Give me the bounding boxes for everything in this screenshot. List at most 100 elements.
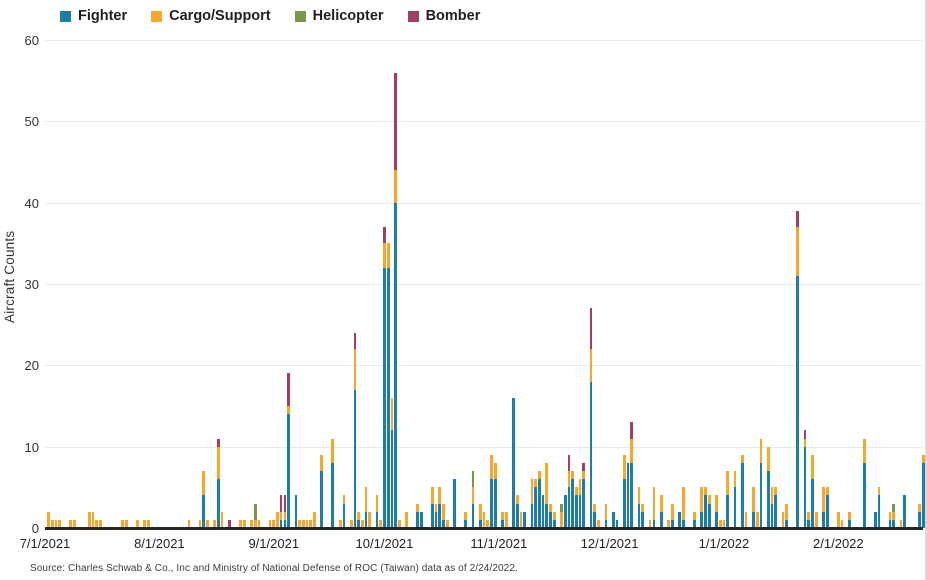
bar-day-192 [752, 487, 755, 528]
legend-label: Fighter [78, 8, 128, 24]
bar-day-116 [471, 471, 475, 528]
gridline-10 [45, 446, 923, 448]
legend-swatch [60, 10, 71, 22]
bar-day-39 [187, 519, 191, 528]
segment-cargo-support [331, 438, 335, 463]
bar-day-114 [464, 511, 467, 528]
segment-fighter [752, 511, 755, 528]
segment-cargo-support [479, 503, 482, 520]
bar-day-138 [552, 511, 556, 528]
bar-day-22 [124, 519, 128, 528]
segment-cargo-support [305, 519, 309, 528]
bar-day-211 [822, 487, 825, 528]
x-tick-label-12-1-2021: 12/1/2021 [580, 536, 639, 551]
segment-cargo-support [589, 349, 593, 382]
bar-day-208 [811, 454, 814, 528]
bar-day-80 [338, 519, 342, 528]
bar-day-161 [637, 487, 641, 528]
segment-cargo-support [279, 511, 283, 520]
y-tick-label-20: 20 [24, 358, 39, 374]
segment-cargo-support [471, 487, 475, 504]
segment-fighter [822, 511, 825, 528]
bar-day-230 [892, 503, 896, 528]
segment-cargo-support [379, 519, 383, 528]
segment-fighter [320, 471, 324, 528]
segment-cargo-support [667, 519, 670, 528]
segment-cargo-support [54, 519, 58, 528]
segment-cargo-support [704, 487, 707, 496]
segment-cargo-support [899, 519, 903, 528]
segment-fighter [604, 519, 608, 528]
bar-day-226 [877, 487, 881, 528]
y-tick-label-30: 30 [24, 277, 39, 292]
segment-cargo-support [445, 519, 449, 528]
segment-cargo-support [918, 503, 921, 512]
segment-fighter [523, 511, 527, 528]
segment-cargo-support [752, 487, 755, 512]
bar-day-119 [482, 511, 486, 528]
legend-item-fighter: Fighter [60, 8, 127, 24]
segment-fighter [364, 511, 368, 528]
bar-day-197 [770, 487, 774, 528]
segment-fighter [357, 519, 360, 528]
segment-cargo-support [504, 511, 508, 528]
bar-day-68 [294, 495, 298, 528]
segment-fighter [530, 503, 534, 528]
bar-day-162 [641, 503, 645, 528]
segment-cargo-support [486, 519, 490, 528]
segment-cargo-support [353, 349, 357, 390]
bar-day-225 [873, 511, 877, 528]
segment-cargo-support [781, 511, 785, 528]
segment-fighter [390, 430, 394, 528]
segment-cargo-support [220, 511, 224, 528]
bar-day-63 [276, 511, 279, 528]
segment-fighter [659, 511, 663, 528]
x-tick-label-2-1-2022: 2/1/2022 [813, 536, 864, 551]
bar-day-62 [272, 519, 276, 528]
bar-day-102 [420, 511, 423, 528]
segment-fighter [342, 503, 346, 528]
segment-cargo-support [198, 519, 202, 528]
segment-cargo-support [187, 519, 191, 528]
bar-day-130 [523, 511, 527, 528]
bar-day-209 [814, 511, 818, 528]
bar-day-150 [597, 519, 600, 528]
segment-fighter [515, 503, 519, 528]
bar-day-155 [615, 519, 619, 528]
segment-cargo-support [515, 495, 519, 504]
segment-cargo-support [242, 519, 246, 528]
bar-day-148 [589, 308, 593, 528]
segment-fighter [394, 202, 397, 528]
segment-bomber [589, 308, 593, 350]
segment-fighter [434, 511, 438, 528]
bar-day-142 [567, 454, 571, 528]
bar-day-125 [504, 511, 508, 528]
gridline-60 [45, 40, 923, 41]
segment-cargo-support [217, 446, 220, 480]
segment-fighter [888, 519, 892, 528]
segment-fighter [575, 495, 578, 528]
segment-cargo-support [575, 487, 578, 496]
segment-cargo-support [135, 519, 139, 528]
bar-day-65 [283, 495, 287, 528]
segment-cargo-support [416, 503, 420, 512]
segment-fighter [707, 503, 711, 528]
segment-cargo-support [202, 471, 205, 496]
segment-cargo-support [47, 511, 51, 528]
segment-fighter [726, 495, 729, 528]
bar-day-1 [47, 511, 51, 528]
segment-fighter [803, 446, 807, 528]
segment-cargo-support [438, 487, 442, 504]
segment-cargo-support [726, 471, 729, 496]
segment-cargo-support [257, 519, 261, 528]
bar-day-204 [796, 210, 800, 528]
segment-cargo-support [206, 519, 209, 528]
bar-day-237 [918, 503, 921, 528]
bar-day-25 [135, 519, 139, 528]
bar-day-57 [253, 503, 257, 528]
segment-cargo-support [394, 170, 397, 203]
segment-cargo-support [682, 487, 685, 520]
segment-cargo-support [733, 471, 737, 488]
segment-cargo-support [888, 511, 892, 520]
